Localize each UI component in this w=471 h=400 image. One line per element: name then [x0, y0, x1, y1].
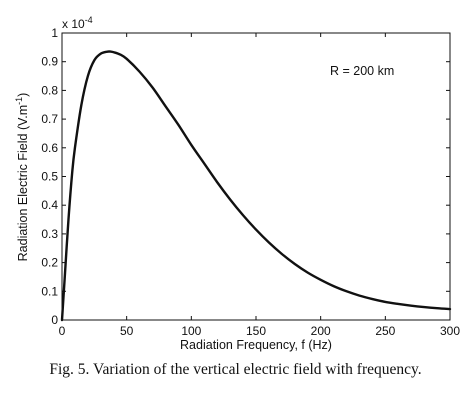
x-tick-label: 300	[440, 324, 460, 338]
y-axis-label: Radiation Electric Field (V.m-1)	[14, 93, 30, 262]
y-axis-multiplier-base: x 10	[62, 17, 85, 31]
x-axis-label: Radiation Frequency, f (Hz)	[180, 338, 332, 352]
y-tick-label: 0.1	[41, 284, 58, 298]
annotation-text: R = 200 km	[330, 64, 394, 78]
y-tick-label: 0.6	[41, 141, 58, 155]
y-tick-label: 0.4	[41, 198, 58, 212]
y-axis-multiplier-text: x 10-4	[62, 15, 93, 31]
y-tick-label: 0.9	[41, 55, 58, 69]
y-tick-label: 0.3	[41, 227, 58, 241]
x-tick-label: 150	[246, 324, 266, 338]
y-tick-label: 0.8	[41, 83, 58, 97]
y-axis-multiplier-exponent: -4	[85, 15, 93, 25]
y-tick-label: 0	[51, 313, 58, 327]
x-tick-label: 50	[120, 324, 134, 338]
x-tick-label: 0	[59, 324, 66, 338]
chart: x 10-4 R = 200 km Radiation Electric Fie…	[14, 15, 460, 352]
x-tick-label: 100	[181, 324, 201, 338]
data-series	[60, 50, 452, 322]
series-line-0	[60, 50, 452, 322]
y-axis-multiplier: x 10-4	[62, 15, 93, 31]
y-tick-label: 0.2	[41, 256, 58, 270]
y-tick-label: 0.7	[41, 112, 58, 126]
x-tick-label: 200	[311, 324, 331, 338]
figure-caption: Fig. 5. Variation of the vertical electr…	[49, 361, 422, 378]
axis-tick-labels: 0 50 100 150 200 250 300 0 0.1 0.2 0.3 0.4 0.5 0.6 0.7…	[41, 26, 460, 338]
plot-frame	[61, 32, 451, 321]
x-tick-label: 250	[375, 324, 395, 338]
y-axis-label-text: Radiation Electric Field (V.m	[16, 105, 30, 262]
y-axis-label-superscript: -1	[14, 97, 24, 105]
y-tick-label: 1	[51, 26, 58, 40]
y-tick-label: 0.5	[41, 170, 58, 184]
y-axis-label-close: )	[16, 93, 30, 97]
